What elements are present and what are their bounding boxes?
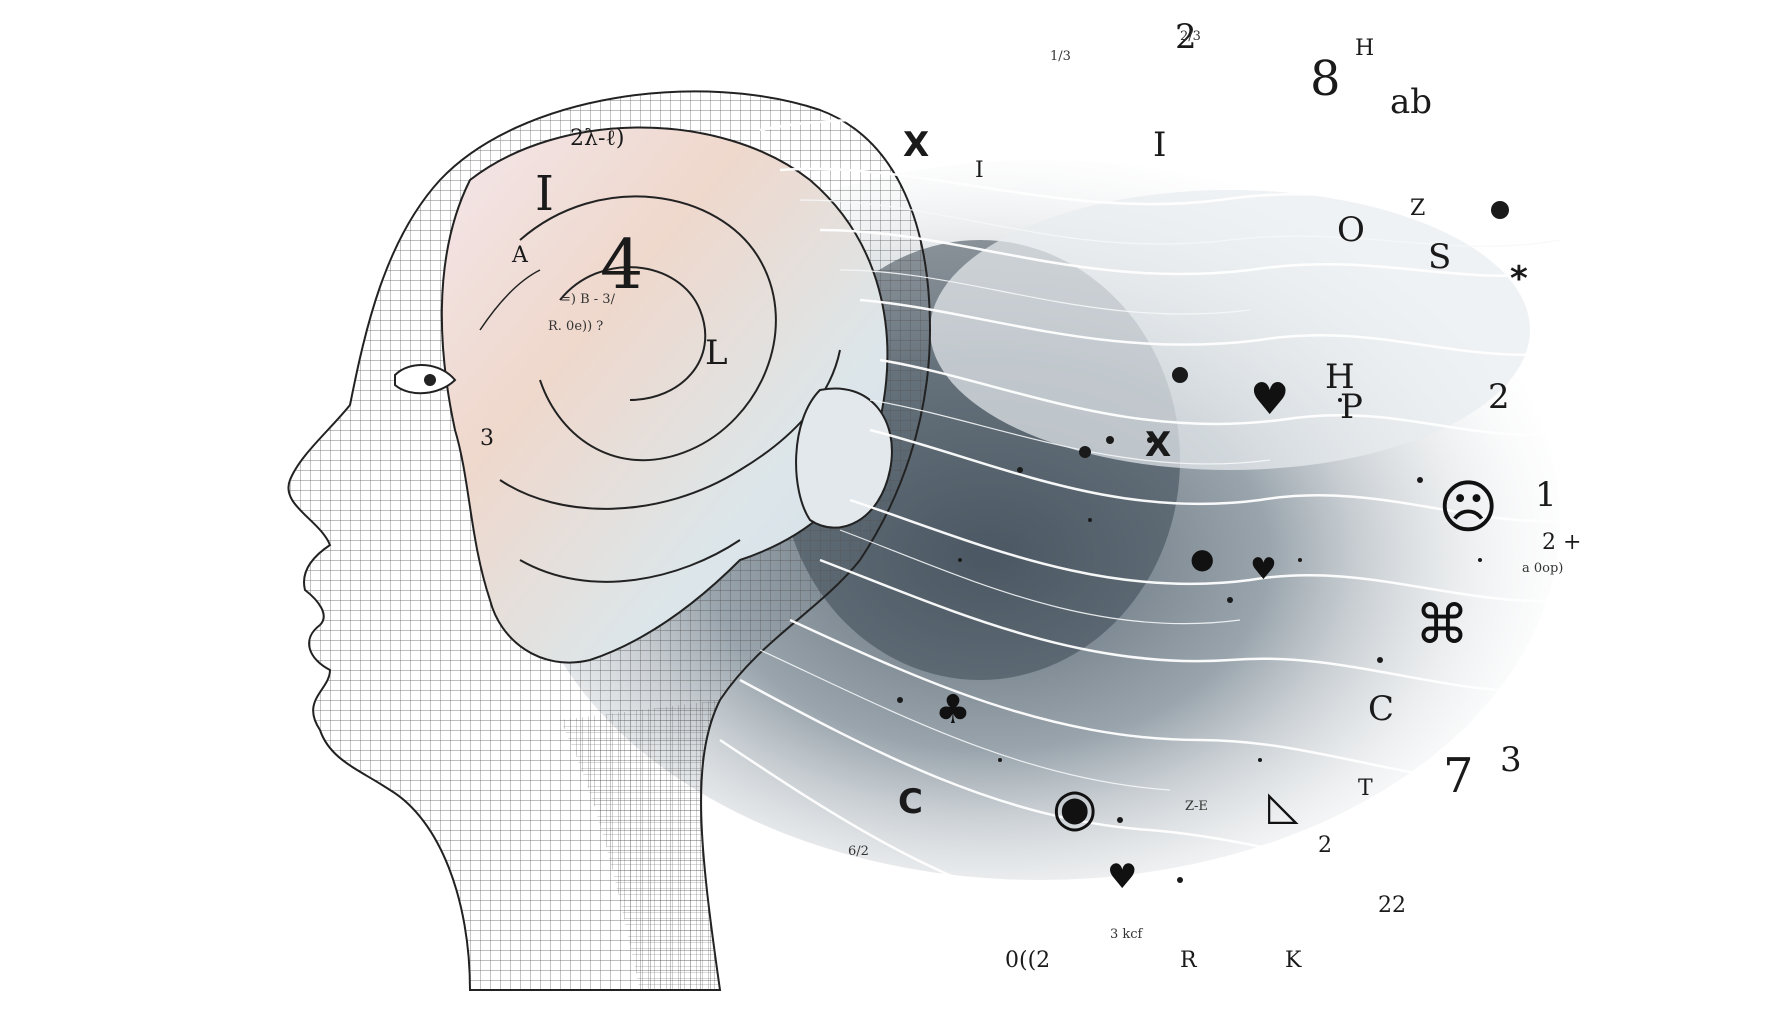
clover-icon: ⌘ <box>1415 598 1469 652</box>
floating-symbol: 7 <box>1443 752 1474 800</box>
floating-symbol: I <box>975 160 984 182</box>
sad-face-icon: ☹ <box>1438 478 1498 536</box>
floating-symbol: Z <box>1410 198 1425 220</box>
floating-symbol: 1/3 <box>1050 50 1071 63</box>
floating-symbol: Z-E <box>1185 800 1208 813</box>
brain-fraction-a: =) B - 3/ <box>560 293 615 306</box>
smoke-cloud-light <box>930 190 1530 470</box>
floating-symbol: S <box>1428 240 1451 274</box>
floating-symbol: X <box>1145 428 1171 462</box>
eye-pupil <box>424 374 436 386</box>
brain-big-digit: 4 <box>600 232 643 300</box>
brain-label-e: L <box>705 336 728 370</box>
floating-symbol: O <box>1337 213 1365 247</box>
clover-icon: ♣ <box>935 690 971 730</box>
floating-symbol: P <box>1340 390 1363 424</box>
floating-symbol: 2 <box>1318 835 1332 857</box>
floating-symbol: 2 + <box>1542 532 1581 554</box>
brain-label-l: Ⅰ <box>535 170 554 218</box>
floating-symbol: H <box>1355 38 1374 60</box>
heart-icon: ♥ <box>1250 555 1277 585</box>
floating-symbol: K <box>1285 950 1301 972</box>
brain-label-a: A <box>512 245 528 267</box>
floating-symbol: 22 <box>1378 895 1406 917</box>
floating-symbol: X <box>903 128 929 162</box>
floating-symbol: ab <box>1390 85 1432 119</box>
floating-symbol: T <box>1358 778 1373 800</box>
floating-symbol: 8 <box>1310 55 1341 103</box>
floating-symbol: I <box>1153 128 1166 162</box>
floating-symbol: 3 <box>1500 743 1522 777</box>
floating-symbol: C <box>898 785 923 819</box>
floating-symbol: 1 <box>1535 478 1557 512</box>
floating-symbol: R <box>1180 950 1197 972</box>
wave-face-icon: ◉ <box>1052 782 1097 834</box>
heart-icon: ♥ <box>1250 378 1289 422</box>
floating-symbol: 6/2 <box>848 845 869 858</box>
floating-symbol: 0((2 <box>1005 950 1050 972</box>
triangle-icon: ◺ <box>1268 786 1299 826</box>
brain-label-3: 3 <box>480 428 494 450</box>
heart-icon: ♥ <box>1107 860 1137 894</box>
brain-top-formula: 2λ-ℓ) <box>570 128 625 150</box>
floating-symbol: 2 <box>1488 380 1510 414</box>
floating-symbol: a 0op) <box>1522 562 1563 575</box>
floating-symbol: 2/3 <box>1180 30 1201 43</box>
drop-icon: ● <box>1190 545 1214 573</box>
floating-symbol: C <box>1368 692 1394 726</box>
brain-fraction-b: R. 0e)) ? <box>548 320 603 333</box>
floating-symbol: * <box>1510 262 1528 296</box>
floating-symbol: 3 kcf <box>1110 928 1142 941</box>
